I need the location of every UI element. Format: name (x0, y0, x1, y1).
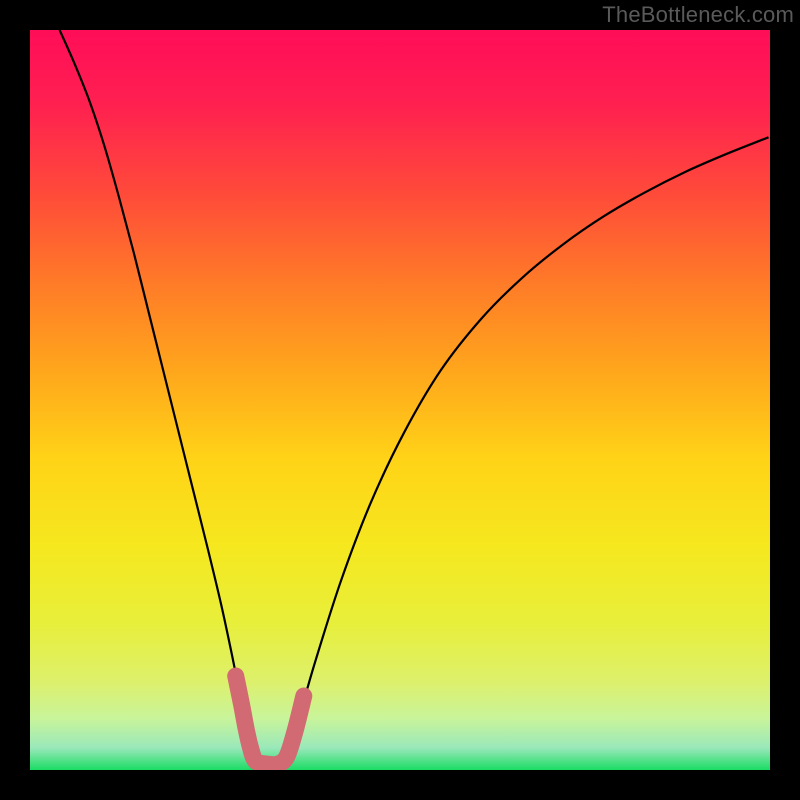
stage: TheBottleneck.com (0, 0, 800, 800)
plot-frame (30, 30, 770, 770)
watermark-text: TheBottleneck.com (602, 2, 794, 28)
bottleneck-chart (30, 30, 770, 770)
gradient-background (30, 30, 770, 770)
